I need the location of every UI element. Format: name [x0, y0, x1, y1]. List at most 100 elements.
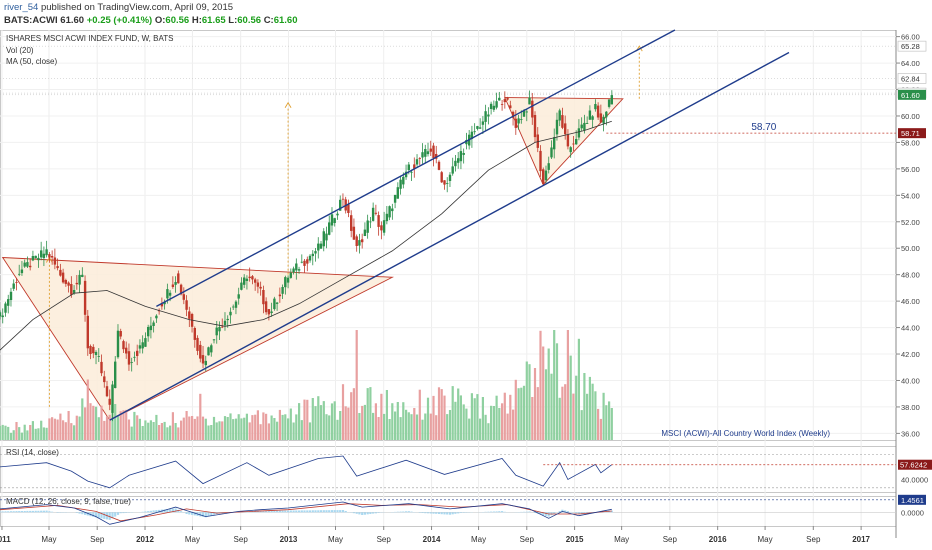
macd-histogram-bar: [308, 510, 312, 513]
volume-bar: [303, 399, 306, 440]
volume-bar: [385, 390, 388, 440]
volume-bar: [119, 411, 122, 440]
candle-body: [476, 126, 479, 129]
volume-bar: [191, 416, 194, 440]
macd-histogram-bar: [448, 512, 452, 515]
macd-histogram-bar: [212, 512, 216, 515]
macd-histogram-bar: [344, 511, 347, 513]
x-tick-label: 2012: [136, 535, 154, 544]
volume-bar: [410, 414, 413, 440]
volume-bar: [0, 426, 2, 440]
candle-body: [166, 289, 169, 299]
volume-bar: [89, 403, 92, 440]
volume-bar: [399, 417, 402, 440]
candle-body: [607, 99, 611, 107]
macd-histogram-bar: [144, 511, 147, 513]
candle-body: [421, 152, 424, 158]
volume-bar: [298, 403, 301, 440]
candle-body: [435, 154, 438, 159]
y-tick-label: 50.00: [901, 244, 920, 253]
candle-body: [478, 127, 482, 129]
volume-bar: [289, 408, 292, 440]
macd-histogram-bar: [328, 510, 331, 513]
volume-bar: [163, 421, 166, 440]
candle-body: [92, 346, 95, 354]
volume-bar: [520, 387, 523, 440]
volume-bar: [330, 403, 334, 440]
candle-body: [160, 304, 164, 307]
candle-body: [18, 273, 21, 275]
candle-body: [473, 131, 476, 133]
candle-body: [393, 194, 397, 203]
price-pane[interactable]: [0, 29, 896, 440]
volume-bar: [62, 420, 65, 440]
volume-bar: [56, 419, 59, 440]
volume-bar: [575, 375, 578, 440]
candle-body: [138, 345, 142, 349]
candle-body: [136, 350, 139, 356]
macd-histogram-bar: [207, 512, 210, 517]
candle-body: [78, 274, 81, 285]
candle-body: [385, 213, 389, 222]
candle-body: [262, 290, 265, 305]
candle-body: [308, 255, 312, 261]
candle-body: [204, 360, 207, 366]
volume-bar: [476, 394, 479, 440]
x-tick-label: Sep: [234, 535, 249, 544]
macd-histogram-bar: [204, 512, 207, 518]
volume-bar: [127, 419, 131, 440]
volume-bar: [67, 411, 70, 440]
macd-histogram-bar: [451, 512, 454, 515]
volume-bar: [322, 401, 325, 440]
volume-bar: [503, 392, 506, 440]
volume-indicator-label: Vol (20): [6, 46, 34, 55]
candle-body: [141, 342, 144, 349]
macd-histogram-bar: [443, 512, 446, 515]
candle-body: [418, 158, 421, 159]
volume-bar: [366, 388, 369, 440]
candle-body: [432, 145, 435, 158]
open-value: 60.56: [165, 15, 190, 26]
volume-bar: [40, 420, 43, 440]
candle-body: [369, 221, 372, 223]
macd-histogram-bar: [339, 510, 342, 513]
macd-histogram-bar: [177, 509, 180, 513]
macd-histogram-bar: [78, 512, 81, 514]
macd-histogram-bar: [435, 512, 438, 514]
candle-body: [188, 311, 191, 319]
macd-pane[interactable]: [0, 499, 896, 525]
rsi-value-label: 57.6242: [900, 461, 927, 470]
macd-histogram-bar: [26, 510, 29, 513]
candle-body: [555, 119, 559, 135]
volume-bar: [525, 361, 528, 440]
macd-histogram-bar: [457, 512, 460, 514]
chart-header: river_54 published on TradingView.com, A…: [0, 0, 932, 30]
channel-line-1[interactable]: [109, 51, 790, 421]
macd-histogram-bar: [9, 511, 13, 513]
y-tick-label: 38.00: [901, 403, 920, 412]
volume-bar: [377, 417, 380, 440]
candle-body: [572, 143, 575, 145]
candle-body: [328, 222, 331, 235]
channel-line-2[interactable]: [156, 29, 676, 308]
close-label: C:: [263, 15, 274, 26]
macd-histogram-bar: [81, 512, 84, 515]
axes: 2011 May Sep 2012 May Sep 2013 May Sep 2014 May Sep…: [0, 33, 932, 544]
candle-body: [451, 166, 454, 174]
volume-bar: [193, 418, 196, 440]
candle-body: [12, 283, 15, 289]
candle-body: [514, 118, 517, 128]
candle-body: [517, 118, 520, 124]
rsi-pane[interactable]: [0, 454, 896, 489]
volume-bar: [544, 369, 548, 440]
macd-histogram-bar: [311, 510, 314, 513]
candle-body: [215, 327, 218, 336]
candle-body: [94, 352, 98, 355]
candle-body: [399, 179, 402, 189]
volume-bar: [418, 389, 421, 440]
macd-histogram-bar: [580, 512, 583, 514]
publisher-name[interactable]: river_54: [4, 2, 39, 13]
candle-body: [59, 269, 62, 276]
macd-histogram-bar: [289, 510, 292, 513]
